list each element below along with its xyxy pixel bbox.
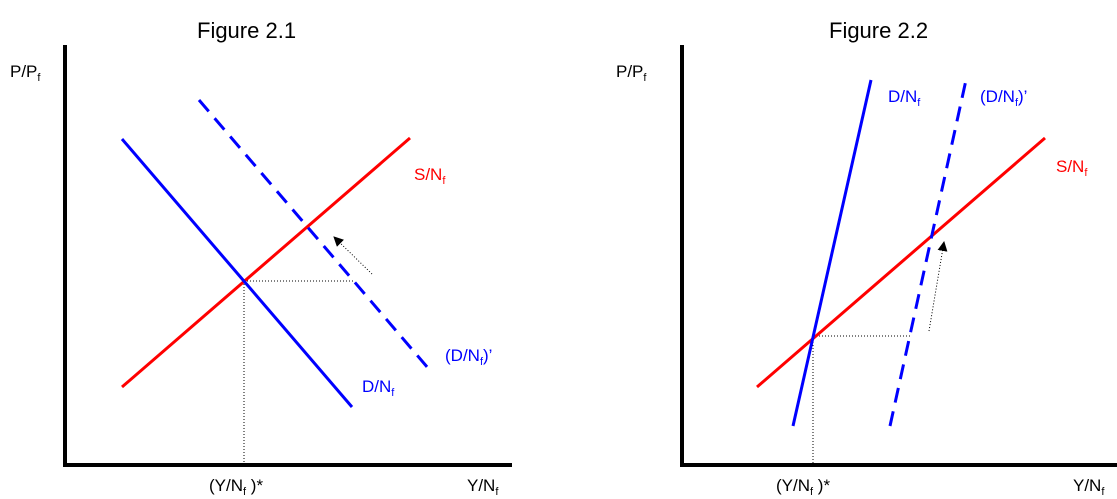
shift-arrow	[928, 241, 948, 332]
equilibrium-label: (Y/Nf )*	[776, 476, 830, 498]
x-axis-label: Y/Nf	[1073, 476, 1105, 498]
demand-label: D/Nf	[888, 87, 921, 109]
y-axis-label: P/Pf	[616, 62, 647, 84]
demand-curve	[791, 79, 873, 427]
shifted-demand-curve	[197, 99, 430, 369]
demand-label: D/Nf	[362, 377, 395, 399]
y-axis-label: P/Pf	[10, 62, 41, 84]
supply-label: S/Nf	[414, 165, 446, 187]
figure-2-2: Figure 2.2 P/Pf Y/Nf (Y/Nf )* S/Nf D/Nf …	[616, 18, 1117, 498]
supply-curve	[756, 136, 1046, 389]
figure-title: Figure 2.2	[829, 18, 928, 43]
equilibrium-label: (Y/Nf )*	[209, 476, 263, 498]
supply-curve	[121, 136, 411, 389]
shift-arrow	[333, 236, 373, 275]
demand-curve	[120, 138, 354, 408]
supply-label: S/Nf	[1056, 157, 1088, 179]
figure-2-1: Figure 2.1 P/Pf Y/Nf (Y/Nf )* S/Nf D/Nf …	[10, 18, 512, 498]
shifted-demand-label: (D/Nf)’	[445, 346, 492, 368]
figure-title: Figure 2.1	[197, 18, 296, 43]
shifted-demand-label: (D/Nf)’	[980, 87, 1027, 109]
shifted-demand-curve	[888, 79, 968, 427]
x-axis-label: Y/Nf	[467, 476, 499, 498]
